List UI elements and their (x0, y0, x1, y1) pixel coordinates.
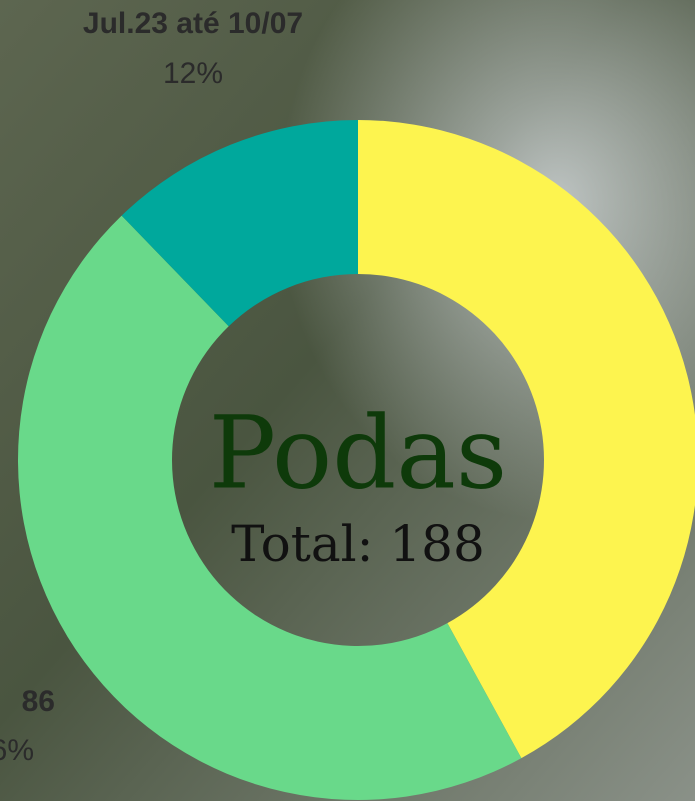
chart: Podas Total: 188 86 46% Jul.23 até 10/07 12… (0, 0, 695, 801)
slice-percent: 12% (163, 57, 223, 90)
slice-label: Jul.23 até 10/07 (83, 7, 303, 40)
center-title: Podas (209, 395, 507, 512)
slice-label: 86 (22, 685, 55, 718)
slice-percent: 46% (0, 734, 34, 767)
center-subtitle: Total: 188 (231, 515, 485, 573)
